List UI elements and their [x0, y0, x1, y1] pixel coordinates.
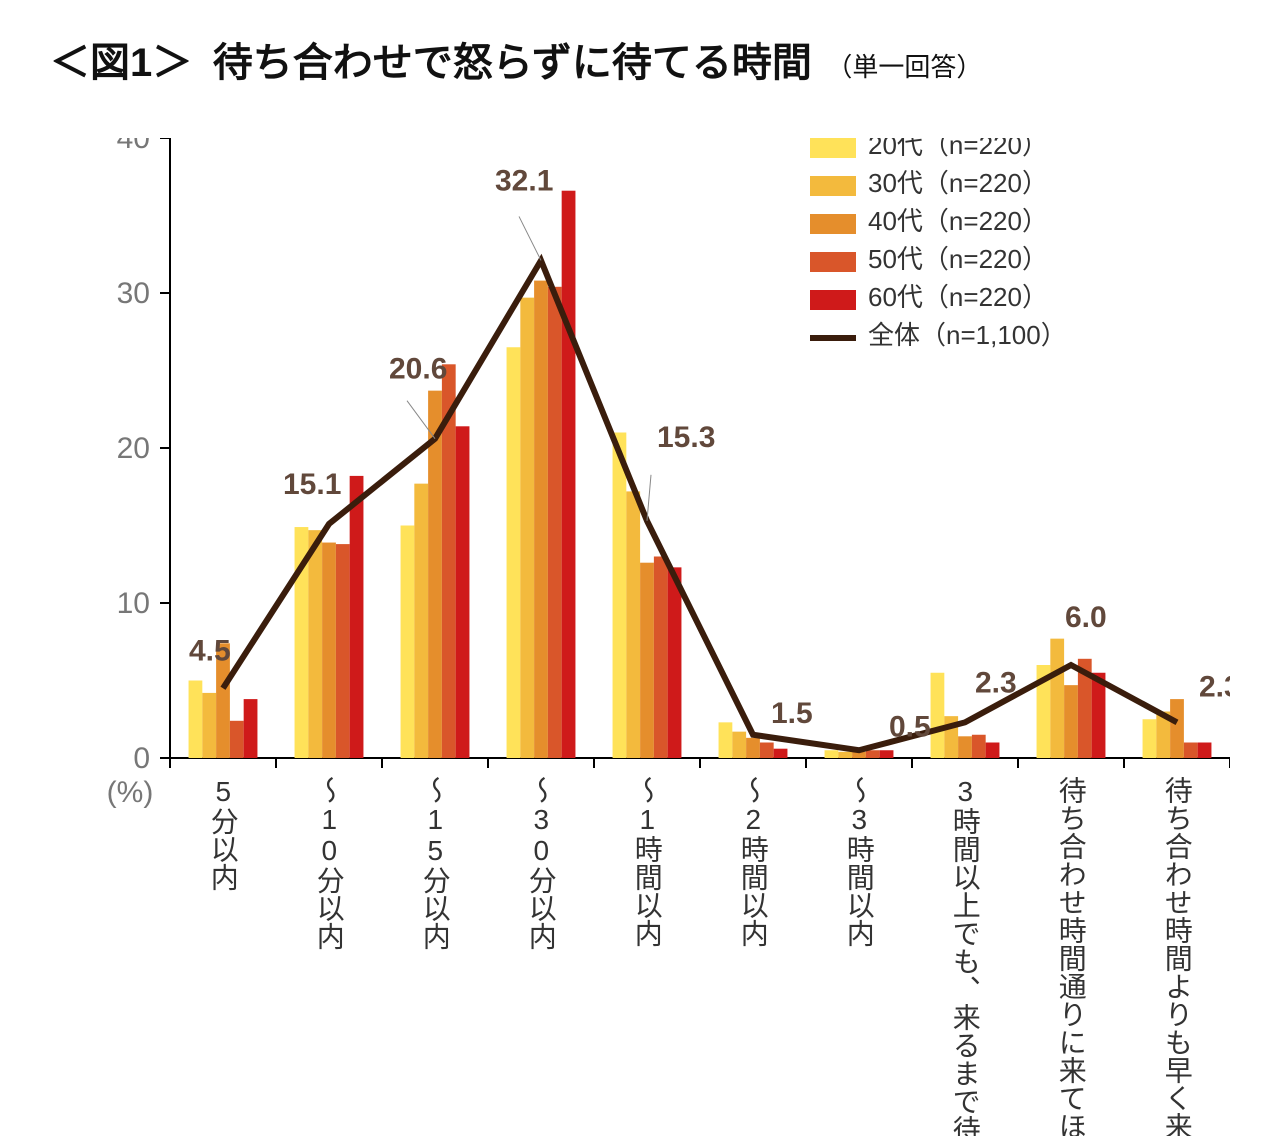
bar [732, 732, 746, 758]
bar [336, 544, 350, 758]
bar [1184, 743, 1198, 759]
bar [534, 281, 548, 758]
bar [189, 681, 203, 759]
legend-swatch [810, 214, 856, 234]
bar [202, 693, 216, 758]
data-label: 4.5 [189, 634, 231, 667]
bar [838, 752, 852, 758]
chart-svg: 0 10 20 30 40 (%) 4.5 15.1 20.6 32.1 15.3 1.5 0.5 2.3… [50, 138, 1230, 1138]
bar [880, 750, 894, 758]
bar [322, 543, 336, 758]
bar [562, 191, 576, 758]
x-label: 〜1時間以内 [596, 776, 698, 1136]
figure-container: ＜図1＞ 待ち合わせで怒らずに待てる時間 （単一回答） 0 10 20 30 40 (%)… [0, 0, 1280, 1148]
bar [719, 722, 733, 758]
x-label: 待ち合わせ時間よりも早く来てほしい [1126, 776, 1228, 1136]
bar [774, 749, 788, 758]
x-label: 〜3時間以内 [808, 776, 910, 1136]
bar [825, 750, 839, 758]
bar [746, 738, 760, 758]
data-label: 20.6 [389, 353, 447, 386]
legend-label: 全体（n=1,100） [868, 320, 1067, 350]
data-label: 6.0 [1065, 601, 1107, 634]
bar [548, 287, 562, 758]
bar [958, 736, 972, 758]
data-label: 2.3 [975, 666, 1017, 699]
legend-label: 30代（n=220） [868, 168, 1048, 198]
legend-swatch [810, 252, 856, 272]
bar [1064, 685, 1078, 758]
bar [1170, 699, 1184, 758]
bar [520, 298, 534, 758]
data-label: 1.5 [771, 697, 813, 730]
bar [230, 721, 244, 758]
bar [866, 750, 880, 758]
data-label: 2.3 [1199, 670, 1230, 703]
leader-line [647, 475, 651, 521]
bar [654, 557, 668, 759]
x-label: 〜10分以内 [278, 776, 380, 1136]
bar [1050, 639, 1064, 758]
legend-label: 40代（n=220） [868, 206, 1048, 236]
legend-swatch [810, 138, 856, 158]
x-label: 〜15分以内 [384, 776, 486, 1136]
data-label: 0.5 [889, 710, 931, 743]
bar [308, 530, 322, 758]
bar [456, 426, 470, 758]
bar [350, 476, 364, 758]
legend-label: 50代（n=220） [868, 244, 1048, 274]
bar [244, 699, 258, 758]
leader-line [519, 216, 541, 260]
title-main: 待ち合わせで怒らずに待てる時間 [213, 41, 812, 85]
y-tick-label: 30 [117, 277, 150, 310]
bar [931, 673, 945, 758]
bar [972, 735, 986, 758]
legend-label: 20代（n=220） [868, 138, 1048, 160]
data-label: 15.3 [657, 421, 715, 454]
figure-title: ＜図1＞ 待ち合わせで怒らずに待てる時間 （単一回答） [50, 30, 1230, 88]
y-tick-label: 20 [117, 432, 150, 465]
legend-swatch [810, 290, 856, 310]
chart-area: 0 10 20 30 40 (%) 4.5 15.1 20.6 32.1 15.3 1.5 0.5 2.3… [50, 138, 1230, 1138]
bar [507, 347, 521, 758]
figure-number: ＜図1＞ [50, 41, 192, 85]
bar [1198, 743, 1212, 759]
title-sub: （単一回答） [826, 52, 982, 82]
y-tick-label: 0 [133, 742, 150, 775]
bar [401, 526, 415, 759]
data-label: 15.1 [283, 468, 341, 501]
bar [668, 567, 682, 758]
y-unit-label: (%) [107, 776, 154, 809]
y-tick-label: 40 [117, 138, 150, 155]
x-label: 5分以内 [172, 776, 274, 1136]
x-label: 〜30分以内 [490, 776, 592, 1136]
bar [986, 743, 1000, 759]
legend-swatch [810, 176, 856, 196]
data-label: 32.1 [495, 164, 553, 197]
bar [626, 491, 640, 758]
x-label: 待ち合わせ時間通りに来てほしい [1020, 776, 1122, 1136]
bar [640, 563, 654, 758]
y-tick-label: 10 [117, 587, 150, 620]
bar [1143, 719, 1157, 758]
bar [414, 484, 428, 758]
x-label: 〜2時間以内 [702, 776, 804, 1136]
legend-label: 60代（n=220） [868, 282, 1048, 312]
x-label: 3時間以上でも、来るまで待てる [914, 776, 1016, 1136]
bar [613, 433, 627, 759]
bar [760, 743, 774, 759]
